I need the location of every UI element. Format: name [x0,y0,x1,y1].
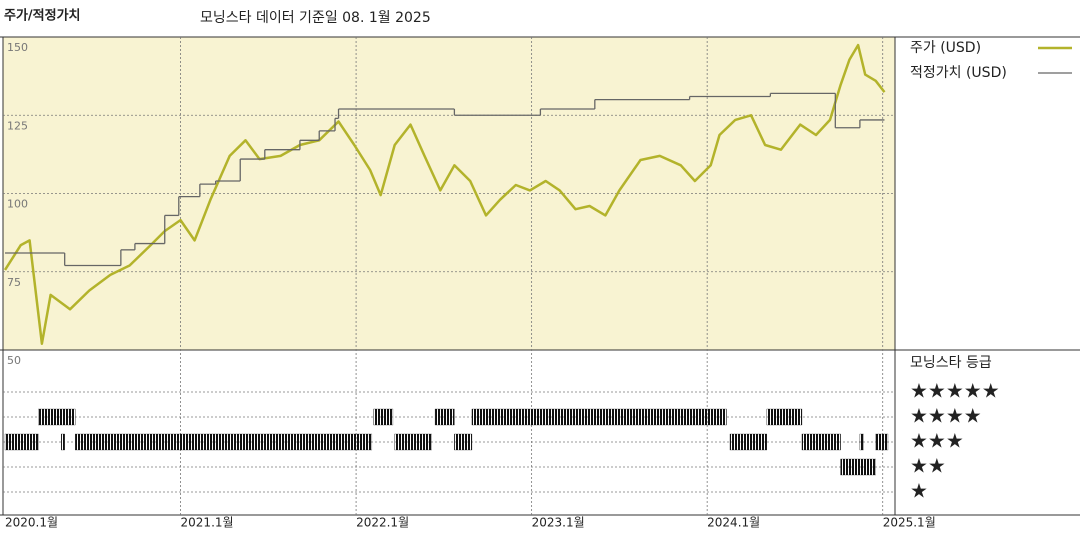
y-tick-label: 150 [7,41,28,54]
rating-bar [729,433,768,451]
rating-legend: ★★ [910,454,946,478]
rating-bar [75,433,373,451]
rating-bar [38,408,76,426]
rating-legend: ★★★ [910,429,964,453]
y-tick-label: 100 [7,198,28,211]
legend-label: 주가 (USD) [910,40,981,56]
rating-bar [875,433,889,451]
rating-bar [801,433,841,451]
rating-bar [454,433,473,451]
rating-bar [4,433,39,451]
rating-bar [394,433,432,451]
chart-subtitle: 모닝스타 데이터 기준일 08. 1월 2025 [200,10,431,26]
y-tick-label: 125 [7,119,28,132]
x-tick-label: 2023.1월 [532,516,585,530]
rating-bar [840,458,876,476]
y-tick-label: 75 [7,276,21,289]
rating-title: 모닝스타 등급 [910,355,992,371]
x-tick-label: 2022.1월 [356,516,409,530]
rating-bar [859,433,864,451]
x-tick-label: 2025.1월 [883,516,936,530]
chart-title: 주가/적정가치 [4,8,81,24]
rating-legend: ★ [910,479,928,503]
rating-legend: ★★★★ [910,404,982,428]
rating-legend: ★★★★★ [910,379,1000,403]
legend-label: 적정가치 (USD) [910,65,1007,81]
rating-bar [434,408,455,426]
rating-bar [61,433,65,451]
x-tick-label: 2021.1월 [181,516,234,530]
y-tick-label: 50 [7,354,21,367]
rating-bar [471,408,727,426]
x-tick-label: 2024.1월 [707,516,760,530]
rating-bar [373,408,394,426]
rating-bar [766,408,803,426]
x-tick-label: 2020.1월 [5,516,58,530]
price-line [3,43,886,345]
